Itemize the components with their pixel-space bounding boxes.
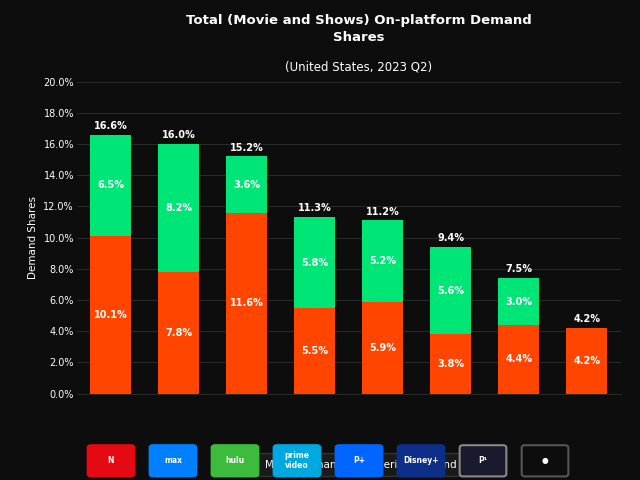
Y-axis label: Demand Shares: Demand Shares (28, 196, 38, 279)
Bar (362, 301, 403, 394)
Text: Total (Movie and Shows) On-platform Demand
Shares: Total (Movie and Shows) On-platform Dema… (186, 14, 531, 45)
Text: Disney+: Disney+ (403, 456, 439, 465)
Bar (158, 272, 199, 394)
Bar (90, 134, 131, 236)
Text: 16.0%: 16.0% (162, 130, 196, 140)
Text: 9.4%: 9.4% (437, 233, 464, 243)
Bar (227, 213, 268, 394)
Text: 16.6%: 16.6% (94, 121, 127, 131)
Text: 11.2%: 11.2% (366, 206, 399, 216)
Text: P¹: P¹ (479, 456, 488, 465)
Text: 7.5%: 7.5% (506, 264, 532, 274)
Bar (294, 217, 335, 308)
Text: 15.2%: 15.2% (230, 143, 264, 153)
Bar (362, 220, 403, 301)
Text: (United States, 2023 Q2): (United States, 2023 Q2) (285, 60, 432, 73)
Bar (90, 236, 131, 394)
Text: ●: ● (541, 456, 548, 465)
Text: 4.2%: 4.2% (573, 314, 600, 324)
Text: 4.2%: 4.2% (573, 356, 600, 366)
Text: 3.0%: 3.0% (506, 297, 532, 307)
Text: 8.2%: 8.2% (165, 203, 193, 213)
Text: 5.9%: 5.9% (369, 343, 396, 353)
Text: 7.8%: 7.8% (165, 328, 193, 338)
Bar (499, 325, 540, 394)
Bar (227, 156, 268, 213)
Text: 6.5%: 6.5% (97, 180, 124, 191)
Text: 5.2%: 5.2% (369, 256, 396, 266)
Bar (566, 328, 607, 394)
Bar (431, 334, 471, 394)
Text: 3.6%: 3.6% (234, 180, 260, 190)
Text: hulu: hulu (225, 456, 244, 465)
Text: 4.4%: 4.4% (506, 354, 532, 364)
Legend: Movie Demand, Series Demand: Movie Demand, Series Demand (234, 453, 463, 476)
Text: 5.6%: 5.6% (437, 286, 464, 296)
Text: N: N (108, 456, 115, 465)
Text: P+: P+ (353, 456, 365, 465)
Bar (294, 308, 335, 394)
Text: prime
video: prime video (285, 451, 310, 470)
Text: 5.5%: 5.5% (301, 346, 328, 356)
Text: 5.8%: 5.8% (301, 258, 328, 267)
Text: 3.8%: 3.8% (437, 359, 465, 369)
Bar (431, 247, 471, 334)
Text: max: max (164, 456, 182, 465)
Text: 11.6%: 11.6% (230, 298, 264, 308)
Text: 11.3%: 11.3% (298, 204, 332, 214)
Bar (499, 278, 540, 325)
Bar (158, 144, 199, 272)
Text: 10.1%: 10.1% (94, 310, 127, 320)
